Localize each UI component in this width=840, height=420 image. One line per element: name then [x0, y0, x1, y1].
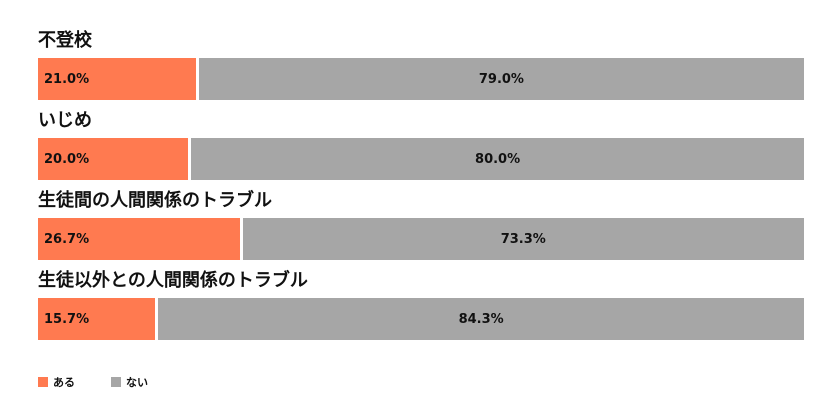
data-label: 80.0%: [475, 151, 521, 167]
stacked-bar: 15.7% 84.3%: [38, 298, 804, 340]
bar-segment-yes: 26.7%: [38, 218, 243, 260]
stacked-bar-chart: 不登校 21.0% 79.0% いじめ 20.0% 80.0% 生徒間の人間関係のトラブル 2…: [38, 28, 804, 348]
category-group: いじめ 20.0% 80.0%: [38, 108, 804, 180]
legend: ある ない: [38, 374, 184, 390]
stacked-bar: 26.7% 73.3%: [38, 218, 804, 260]
data-label: 21.0%: [44, 71, 90, 87]
stacked-bar: 21.0% 79.0%: [38, 58, 804, 100]
legend-swatch-yes: [38, 377, 48, 387]
category-group: 不登校 21.0% 79.0%: [38, 28, 804, 100]
bar-segment-yes: 20.0%: [38, 138, 192, 180]
data-label: 15.7%: [44, 311, 90, 327]
category-label: いじめ: [38, 110, 92, 131]
legend-label-yes: ある: [53, 376, 75, 389]
bar-segment-no: 79.0%: [198, 58, 804, 100]
data-label: 26.7%: [44, 231, 90, 247]
category-label: 生徒以外との人間関係のトラブル: [38, 270, 308, 291]
data-label: 79.0%: [478, 71, 524, 87]
data-label: 84.3%: [458, 311, 504, 327]
category-label: 生徒間の人間関係のトラブル: [38, 190, 272, 211]
bar-segment-no: 80.0%: [191, 138, 804, 180]
legend-item-no: ない: [111, 374, 148, 390]
bar-segment-yes: 15.7%: [38, 298, 159, 340]
category-label: 不登校: [38, 30, 92, 51]
legend-swatch-no: [111, 377, 121, 387]
legend-label-no: ない: [126, 376, 148, 389]
bar-segment-no: 84.3%: [158, 298, 804, 340]
data-label: 20.0%: [44, 151, 90, 167]
legend-item-yes: ある: [38, 374, 75, 390]
data-label: 73.3%: [500, 231, 546, 247]
category-group: 生徒間の人間関係のトラブル 26.7% 73.3%: [38, 188, 804, 260]
bar-segment-no: 73.3%: [242, 218, 804, 260]
category-group: 生徒以外との人間関係のトラブル 15.7% 84.3%: [38, 268, 804, 340]
bar-segment-yes: 21.0%: [38, 58, 199, 100]
stacked-bar: 20.0% 80.0%: [38, 138, 804, 180]
